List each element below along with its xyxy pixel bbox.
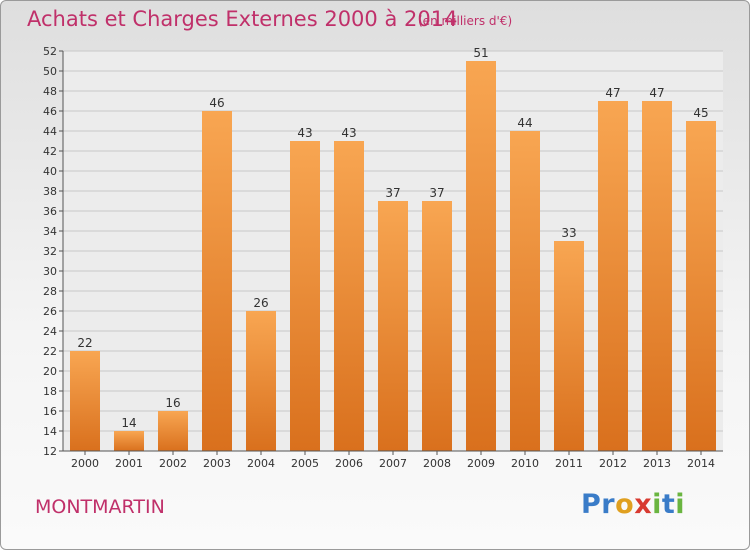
y-tick-label: 36 bbox=[43, 205, 57, 218]
y-tick-label: 48 bbox=[43, 85, 57, 98]
logo-letter: o bbox=[615, 489, 635, 520]
y-tick-label: 14 bbox=[43, 425, 57, 438]
y-tick-label: 42 bbox=[43, 145, 57, 158]
x-tick-label: 2010 bbox=[511, 457, 539, 470]
data-label: 46 bbox=[209, 96, 224, 110]
x-tick-label: 2012 bbox=[599, 457, 627, 470]
x-tick-label: 2006 bbox=[335, 457, 363, 470]
y-tick-label: 50 bbox=[43, 65, 57, 78]
data-label: 51 bbox=[473, 46, 488, 60]
y-tick-label: 20 bbox=[43, 365, 57, 378]
x-tick-label: 2002 bbox=[159, 457, 187, 470]
x-tick-label: 2013 bbox=[643, 457, 671, 470]
x-tick-label: 2003 bbox=[203, 457, 231, 470]
y-tick-label: 24 bbox=[43, 325, 57, 338]
logo-letter: i bbox=[652, 489, 662, 520]
x-tick-label: 2000 bbox=[71, 457, 99, 470]
bar bbox=[70, 351, 100, 451]
bar bbox=[598, 101, 628, 451]
bar bbox=[246, 311, 276, 451]
bar bbox=[114, 431, 144, 451]
chart-subtitle: (en milliers d'€) bbox=[418, 14, 513, 28]
x-tick-label: 2014 bbox=[687, 457, 715, 470]
proxiti-logo: Proxiti bbox=[581, 489, 685, 520]
x-tick-label: 2009 bbox=[467, 457, 495, 470]
y-tick-label: 22 bbox=[43, 345, 57, 358]
data-label: 43 bbox=[297, 126, 312, 140]
y-tick-label: 34 bbox=[43, 225, 57, 238]
x-tick-label: 2011 bbox=[555, 457, 583, 470]
data-label: 43 bbox=[341, 126, 356, 140]
data-label: 47 bbox=[605, 86, 620, 100]
logo-letter: r bbox=[601, 489, 616, 520]
data-label: 44 bbox=[517, 116, 532, 130]
x-tick-label: 2004 bbox=[247, 457, 275, 470]
data-label: 47 bbox=[649, 86, 664, 100]
bar bbox=[466, 61, 496, 451]
y-tick-label: 44 bbox=[43, 125, 57, 138]
logo-letter: i bbox=[675, 489, 686, 520]
data-label: 22 bbox=[77, 336, 92, 350]
bar bbox=[554, 241, 584, 451]
data-label: 45 bbox=[693, 106, 708, 120]
y-tick-label: 26 bbox=[43, 305, 57, 318]
data-label: 37 bbox=[385, 186, 400, 200]
logo-letter: x bbox=[634, 489, 653, 520]
x-tick-label: 2005 bbox=[291, 457, 319, 470]
data-label: 26 bbox=[253, 296, 268, 310]
bar bbox=[642, 101, 672, 451]
y-tick-label: 28 bbox=[43, 285, 57, 298]
bar bbox=[378, 201, 408, 451]
logo-letter: P bbox=[581, 489, 602, 520]
bar bbox=[334, 141, 364, 451]
chart-title: Achats et Charges Externes 2000 à 2014 bbox=[27, 7, 458, 31]
bar bbox=[290, 141, 320, 451]
bar bbox=[422, 201, 452, 451]
x-tick-label: 2007 bbox=[379, 457, 407, 470]
y-tick-label: 40 bbox=[43, 165, 57, 178]
y-tick-label: 12 bbox=[43, 445, 57, 458]
logo-letter: t bbox=[661, 489, 676, 520]
data-label: 37 bbox=[429, 186, 444, 200]
y-tick-label: 38 bbox=[43, 185, 57, 198]
bar bbox=[510, 131, 540, 451]
y-tick-label: 30 bbox=[43, 265, 57, 278]
y-tick-label: 32 bbox=[43, 245, 57, 258]
data-label: 14 bbox=[121, 416, 136, 430]
x-tick-label: 2001 bbox=[115, 457, 143, 470]
y-tick-label: 18 bbox=[43, 385, 57, 398]
x-tick-label: 2008 bbox=[423, 457, 451, 470]
data-label: 16 bbox=[165, 396, 180, 410]
y-tick-label: 16 bbox=[43, 405, 57, 418]
bar bbox=[202, 111, 232, 451]
data-label: 33 bbox=[561, 226, 576, 240]
y-tick-label: 52 bbox=[43, 45, 57, 58]
city-name: MONTMARTIN bbox=[35, 496, 165, 518]
y-tick-label: 46 bbox=[43, 105, 57, 118]
bar bbox=[686, 121, 716, 451]
bar bbox=[158, 411, 188, 451]
